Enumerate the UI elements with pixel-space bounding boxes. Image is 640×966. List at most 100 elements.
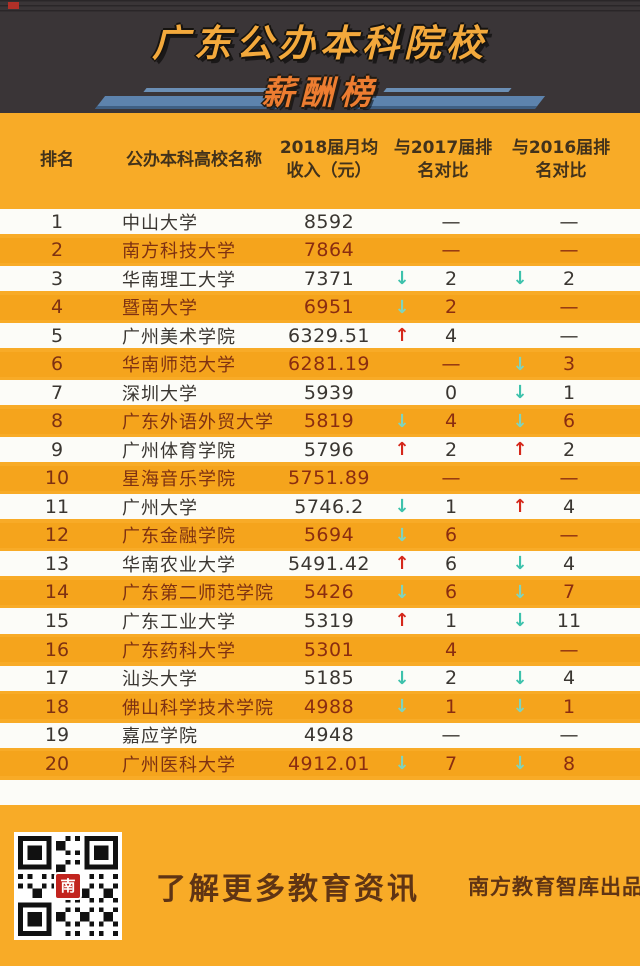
qr-center-logo: 南 [54,871,82,900]
column-header-vs2017: 与2017届排 名对比 [393,138,493,181]
rank-change-value: — [559,239,579,262]
rank-change-arrow-icon: ↓ [512,410,528,432]
table-row: 10 星海音乐学院 5751.89 — — [0,465,640,491]
rank-cell: 12 [44,524,70,547]
rank-cell: 16 [44,638,70,661]
vs2017-cell: ↓ 4 [384,410,502,432]
rank-change-arrow-icon: ↑ [512,496,528,518]
vs2017-cell: 0 [384,382,502,404]
rank-change-value: 2 [444,667,458,690]
rank-change-arrow-icon: ↓ [512,581,528,603]
university-name-cell: 华南理工大学 [122,269,236,291]
vs2017-cell: — [384,211,502,233]
vs2016-cell: — [502,239,620,261]
table-header-row: 排名 公办本科高校名称 2018届月均 收入（元） 与2017届排 名对比 与2… [0,113,640,207]
university-name-cell: 深圳大学 [122,383,198,405]
footer-cta-text: 了解更多教育资讯 [156,871,420,907]
rank-change-value: — [559,724,579,747]
vs2017-cell: — [384,239,502,261]
table-row: 6 华南师范大学 6281.19 — ↓ 3 [0,351,640,377]
university-name-cell: 佛山科学技术学院 [122,697,274,719]
table-row: 11 广州大学 5746.2 ↓ 1 ↑ 4 [0,494,640,520]
rank-change-value: 4 [562,667,576,690]
vs2016-cell: — [502,724,620,746]
university-name-cell: 暨南大学 [122,298,198,320]
table-row: 16 广东药科大学 5301 4 — [0,636,640,663]
university-name-cell: 广东工业大学 [122,611,236,633]
vs2016-cell: — [502,325,620,347]
rank-cell: 13 [44,552,70,575]
vs2017-cell: ↓ 6 [384,524,502,546]
rank-change-value: 1 [562,695,576,718]
vs2017-cell: ↑ 2 [384,439,502,461]
page-title: 广东公办本科院校 [152,22,488,65]
rank-change-value: 1 [444,495,458,518]
table-row: 9 广州体育学院 5796 ↑ 2 ↑ 2 [0,437,640,463]
vs2016-cell: ↓ 6 [502,410,620,432]
column-header-name: 公办本科高校名称 [126,149,262,170]
university-name-cell: 华南农业大学 [122,554,236,576]
empty-row-band [0,780,640,806]
rank-cell: 6 [50,353,64,376]
rank-change-value: 2 [562,438,576,461]
university-name-cell: 华南师范大学 [122,355,236,377]
vs2017-cell: 4 [384,639,502,661]
rank-change-value: — [441,210,461,233]
rank-change-value: 4 [444,638,458,661]
rank-change-value: 6 [562,410,576,433]
rank-change-value: — [559,467,579,490]
rank-change-value: 6 [444,524,458,547]
rank-change-arrow-icon: ↑ [512,439,528,461]
rank-change-arrow-icon: ↓ [512,553,528,575]
table-row: 14 广东第二师范学院 5426 ↓ 6 ↓ 7 [0,579,640,605]
footer-credit-text: 南方教育智库出品 [468,874,640,899]
vs2016-cell: ↓ 3 [502,353,620,375]
rank-change-value: 0 [444,381,458,404]
income-cell: 5301 [303,638,355,661]
rank-cell: 14 [44,581,70,604]
column-header-income: 2018届月均 收入（元） [279,138,379,181]
rank-change-arrow-icon: ↑ [394,439,410,461]
vs2017-cell: — [384,467,502,489]
rank-change-value: 1 [562,381,576,404]
income-cell: 5426 [303,581,355,604]
rank-change-arrow-icon: ↓ [394,410,410,432]
rank-change-value: — [441,467,461,490]
subtitle-banner: 薪酬榜 [90,72,550,116]
vs2016-cell: — [502,639,620,661]
university-name-cell: 嘉应学院 [122,726,198,748]
vs2017-cell: ↑ 4 [384,325,502,347]
rank-change-value: 4 [562,495,576,518]
rank-cell: 10 [44,467,70,490]
income-cell: 4988 [303,695,355,718]
rank-change-value: 7 [562,581,576,604]
university-name-cell: 广州体育学院 [122,440,236,462]
table-row: 7 深圳大学 5939 0 ↓ 1 [0,380,640,406]
university-name-cell: 广东金融学院 [122,526,236,548]
hero-header: 广东公办本科院校 薪酬榜 [0,0,640,113]
income-cell: 5694 [303,524,355,547]
rank-change-value: 2 [444,296,458,319]
rank-change-arrow-icon: ↓ [394,581,410,603]
rank-change-value: — [441,353,461,376]
income-cell: 5939 [303,381,355,404]
rank-cell: 1 [50,210,64,233]
rank-cell: 18 [44,695,70,718]
rank-change-arrow-icon: ↓ [512,753,528,775]
rank-change-arrow-icon: ↓ [512,382,528,404]
table-row: 2 南方科技大学 7864 — — [0,237,640,263]
rank-change-value: 4 [444,410,458,433]
vs2016-cell: — [502,211,620,233]
rank-change-value: — [559,638,579,661]
income-cell: 4912.01 [287,752,371,775]
vs2017-cell: ↑ 6 [384,553,502,575]
income-cell: 7864 [303,239,355,262]
rank-cell: 8 [50,410,64,433]
rank-change-value: 7 [444,752,458,775]
rank-cell: 17 [44,667,70,690]
rank-change-arrow-icon: ↓ [394,696,410,718]
income-cell: 5796 [303,438,355,461]
rank-change-arrow-icon: ↓ [512,610,528,632]
table-row: 3 华南理工大学 7371 ↓ 2 ↓ 2 [0,266,640,292]
income-cell: 4948 [303,724,355,747]
